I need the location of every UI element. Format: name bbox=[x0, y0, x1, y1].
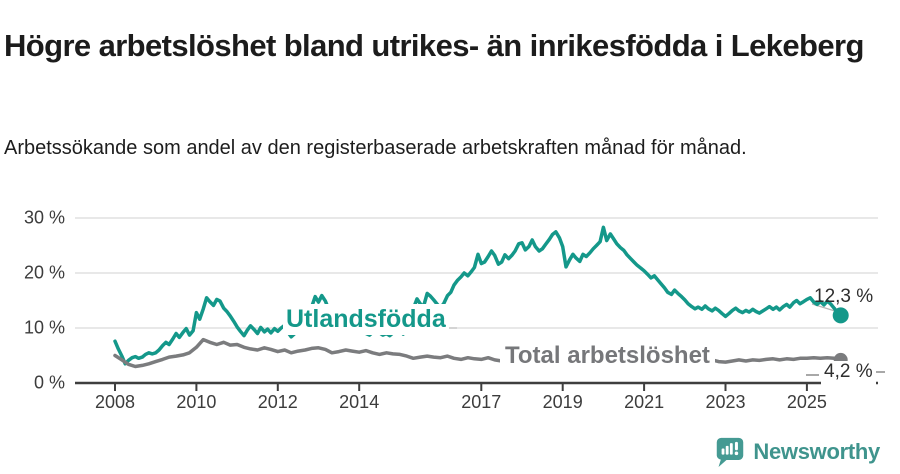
series-line-total-arbetsloshet bbox=[113, 337, 843, 369]
series-line-utlandsfodda bbox=[113, 225, 843, 366]
series-label-utlandsfodda: Utlandsfödda bbox=[283, 304, 449, 335]
newsworthy-logo-text: Newsworthy bbox=[753, 439, 880, 464]
page-subtitle: Arbetssökande som andel av den registerb… bbox=[4, 137, 747, 159]
page-title: Högre arbetslöshet bland utrikes- än inr… bbox=[4, 27, 864, 63]
bar-chart-speech-bubble-icon bbox=[717, 437, 744, 467]
series-end-dot-utlandsfodda bbox=[832, 307, 849, 324]
newsworthy-logo[interactable]: Newsworthy bbox=[715, 436, 880, 468]
series-label-total-arbetsloshet: Total arbetslöshet bbox=[500, 341, 715, 371]
end-value-label-total-arbetsloshet: 4,2 % bbox=[821, 361, 876, 387]
end-value-label-utlandsfodda: 12,3 % bbox=[814, 286, 874, 307]
